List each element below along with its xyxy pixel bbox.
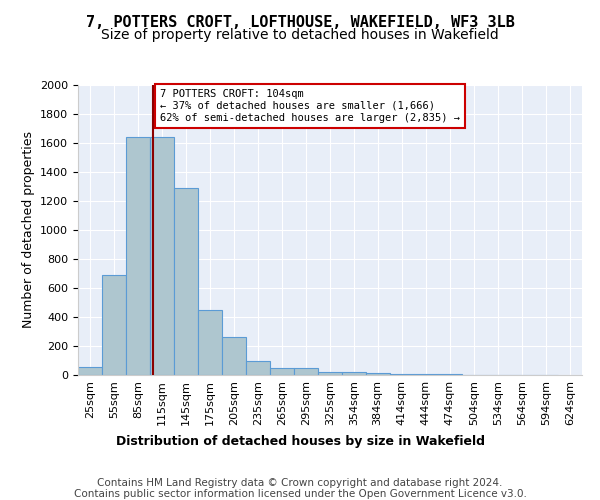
Bar bbox=[295, 368, 319, 375]
Bar bbox=[319, 372, 343, 375]
Bar bbox=[102, 275, 126, 375]
Bar bbox=[246, 361, 271, 375]
Text: Distribution of detached houses by size in Wakefield: Distribution of detached houses by size … bbox=[115, 435, 485, 448]
Text: 7 POTTERS CROFT: 104sqm
← 37% of detached houses are smaller (1,666)
62% of semi: 7 POTTERS CROFT: 104sqm ← 37% of detache… bbox=[160, 90, 460, 122]
Bar bbox=[222, 338, 246, 375]
Bar bbox=[271, 368, 295, 375]
Bar bbox=[150, 137, 174, 375]
Y-axis label: Number of detached properties: Number of detached properties bbox=[22, 132, 35, 328]
Bar bbox=[174, 188, 198, 375]
Text: Size of property relative to detached houses in Wakefield: Size of property relative to detached ho… bbox=[101, 28, 499, 42]
Text: Contains HM Land Registry data © Crown copyright and database right 2024.
Contai: Contains HM Land Registry data © Crown c… bbox=[74, 478, 526, 499]
Bar bbox=[198, 310, 222, 375]
Bar bbox=[126, 137, 150, 375]
Bar bbox=[438, 374, 462, 375]
Bar bbox=[389, 374, 414, 375]
Text: 7, POTTERS CROFT, LOFTHOUSE, WAKEFIELD, WF3 3LB: 7, POTTERS CROFT, LOFTHOUSE, WAKEFIELD, … bbox=[86, 15, 514, 30]
Bar bbox=[78, 367, 102, 375]
Bar bbox=[343, 372, 365, 375]
Bar bbox=[414, 374, 438, 375]
Bar bbox=[365, 373, 389, 375]
